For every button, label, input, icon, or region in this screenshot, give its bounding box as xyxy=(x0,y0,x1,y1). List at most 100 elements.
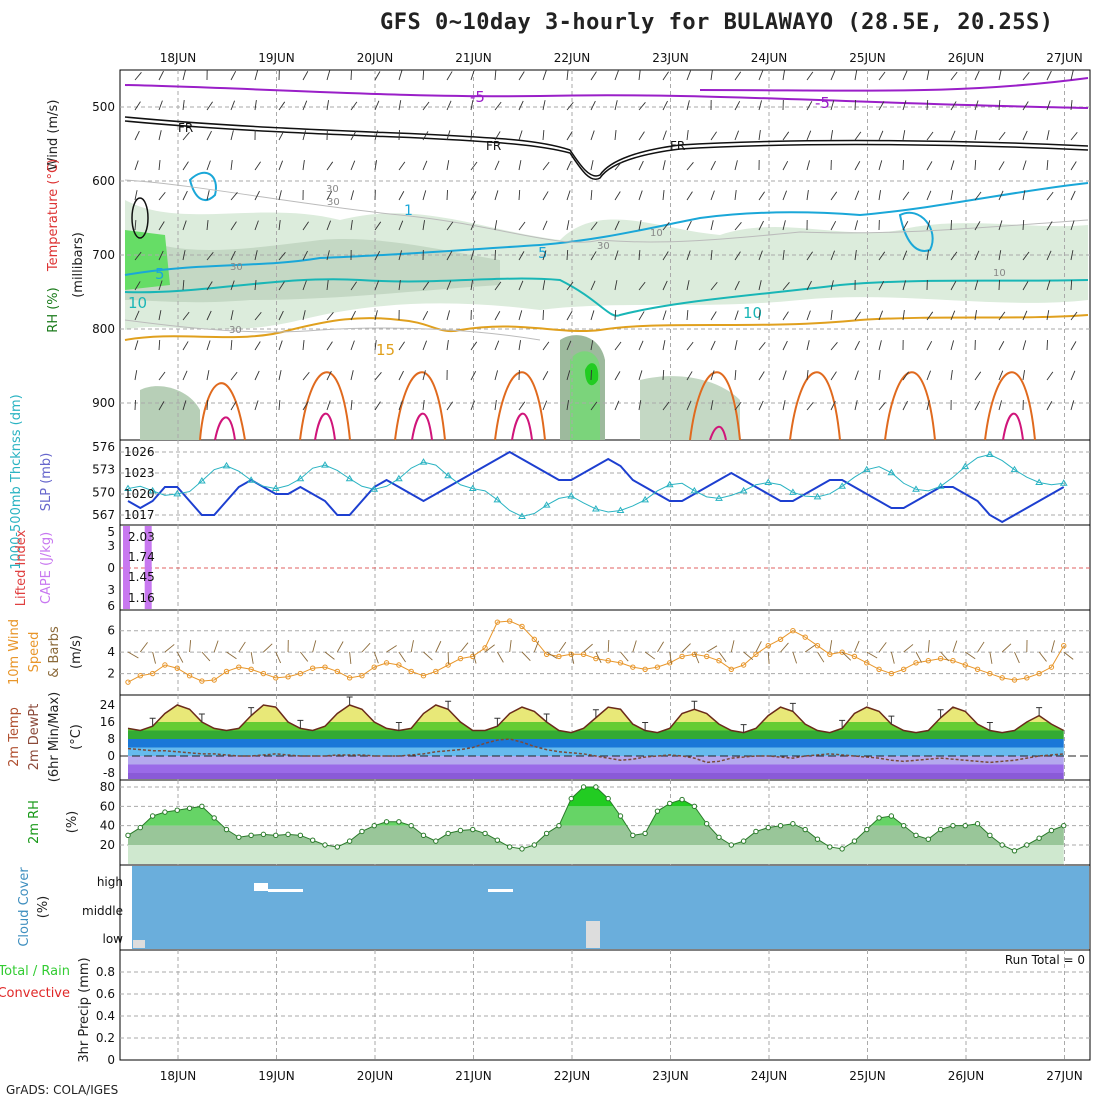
wind10-pt-74 xyxy=(1036,670,1042,677)
upper-barb-296 xyxy=(518,280,524,291)
upper-barb-455 xyxy=(494,400,497,411)
precip-frame xyxy=(119,949,1091,1061)
upper-barb-19 xyxy=(590,71,597,81)
contour-black-ellipse xyxy=(131,197,149,239)
contour-5 xyxy=(124,182,1089,276)
upper-barb-260 xyxy=(614,250,619,261)
upper-barb-394 xyxy=(950,340,955,351)
upper-barb-276 xyxy=(998,250,1002,261)
rh-pt-47 xyxy=(703,821,710,827)
upper-barb-168 xyxy=(326,190,333,201)
upper-barb-43 xyxy=(206,101,213,111)
cloud-level-low: low xyxy=(103,932,124,946)
upper-barb-2 xyxy=(182,70,186,81)
label-millibars: (millibars) xyxy=(71,232,86,298)
upper-barb-335 xyxy=(494,311,501,321)
label-10-a: 10 xyxy=(128,294,147,312)
thickness-pt-6 xyxy=(197,477,206,484)
upper-barb-51 xyxy=(398,100,402,111)
upper-barb-305 xyxy=(734,280,740,291)
upper-barb-72 xyxy=(902,100,907,111)
upper-barb-298 xyxy=(566,281,574,291)
upper-barb-446 xyxy=(278,399,281,411)
upper-barb-107 xyxy=(782,131,790,141)
temp-band-3 xyxy=(128,739,1064,748)
upper-barb-42 xyxy=(182,100,185,111)
wind10-barb-5 xyxy=(189,640,192,653)
upper-barb-450 xyxy=(374,401,381,411)
upper-barb-421 xyxy=(638,370,643,381)
rh-pt-51 xyxy=(753,828,759,835)
upper-barb-207 xyxy=(302,221,309,231)
upper-barb-28 xyxy=(806,71,814,81)
upper-barb-153 xyxy=(926,161,933,171)
wind10-pt-66 xyxy=(937,655,944,662)
upper-barb-147 xyxy=(782,160,789,171)
contour-20-d xyxy=(494,371,546,441)
upper-barb-157 xyxy=(1022,160,1027,171)
upper-barb-176 xyxy=(518,189,521,201)
upper-barb-473 xyxy=(926,400,930,411)
upper-barb-391 xyxy=(878,340,882,351)
upper-barb-408 xyxy=(326,370,332,381)
upper-barb-273 xyxy=(926,250,930,261)
panel-labels: Wind (m/s) Temperature (°C) RH (%) (mill… xyxy=(0,100,1085,1063)
contour-25-b xyxy=(314,412,336,441)
upper-barb-257 xyxy=(542,250,547,261)
upper-barb-306 xyxy=(758,280,762,291)
wind10-barb-57 xyxy=(829,640,833,653)
preciptick-4: 0 xyxy=(107,1053,115,1067)
wind10-pt-41 xyxy=(630,664,636,670)
wind10-pt-65 xyxy=(925,658,932,664)
upper-barb-86 xyxy=(278,130,285,141)
rh-pt-36 xyxy=(568,795,574,802)
upper-barb-337 xyxy=(542,309,544,321)
upper-barb-253 xyxy=(446,251,453,261)
upper-barb-91 xyxy=(398,129,400,141)
wind10-pt-2 xyxy=(149,670,156,677)
upper-barb-219 xyxy=(590,221,598,231)
date-top-5: 23JUN xyxy=(652,51,689,65)
wind10-pt-56 xyxy=(814,643,821,649)
rh-pt-68 xyxy=(962,822,968,829)
upper-barb-433 xyxy=(926,370,932,381)
upper-barb-426 xyxy=(758,371,765,381)
upper-barb-78 xyxy=(1046,100,1051,111)
upper-barb-360 xyxy=(134,340,139,351)
upper-barb-182 xyxy=(662,190,665,201)
upper-barb-358 xyxy=(1046,310,1050,321)
upper-barb-348 xyxy=(806,310,811,321)
rh-pt-3 xyxy=(162,809,168,815)
rh-pt-17 xyxy=(334,844,341,850)
upper-barb-73 xyxy=(926,99,929,111)
wind10-barb-10 xyxy=(250,651,254,664)
wind10-barb-44 xyxy=(669,651,672,664)
date-bottom-2: 20JUN xyxy=(357,1069,394,1083)
wind10-barb-65 xyxy=(927,640,930,653)
upper-barb-245 xyxy=(254,250,258,261)
rhtick-1: 60 xyxy=(100,799,115,813)
wind10-barb-24 xyxy=(423,651,433,661)
upper-barb-338 xyxy=(566,311,573,321)
upper-barb-162 xyxy=(182,190,188,201)
upper-barb-368 xyxy=(326,341,333,351)
wind10-barb-36 xyxy=(570,651,575,664)
upper-barb-7 xyxy=(302,71,309,81)
wind10-pt-75 xyxy=(1048,664,1055,670)
wind10-barb-76 xyxy=(1063,651,1074,660)
thickness-pt-64 xyxy=(912,485,920,492)
upper-barb-156 xyxy=(998,161,1005,171)
upper-barb-175 xyxy=(494,190,499,201)
thtick-2: 570 xyxy=(92,485,115,499)
temptick-2: 8 xyxy=(107,732,115,746)
rh-pt-67 xyxy=(950,822,956,829)
wind10-barb-52 xyxy=(767,651,770,665)
upper-barb-463 xyxy=(686,400,692,411)
wind10-pt-25 xyxy=(433,668,439,675)
thickness-pt-70 xyxy=(985,450,994,458)
upper-barb-131 xyxy=(398,161,406,171)
wind10-pt-35 xyxy=(556,653,562,660)
rh-pt-4 xyxy=(174,807,180,813)
wind10-pt-7 xyxy=(211,677,217,683)
rh-pt-60 xyxy=(864,826,870,833)
